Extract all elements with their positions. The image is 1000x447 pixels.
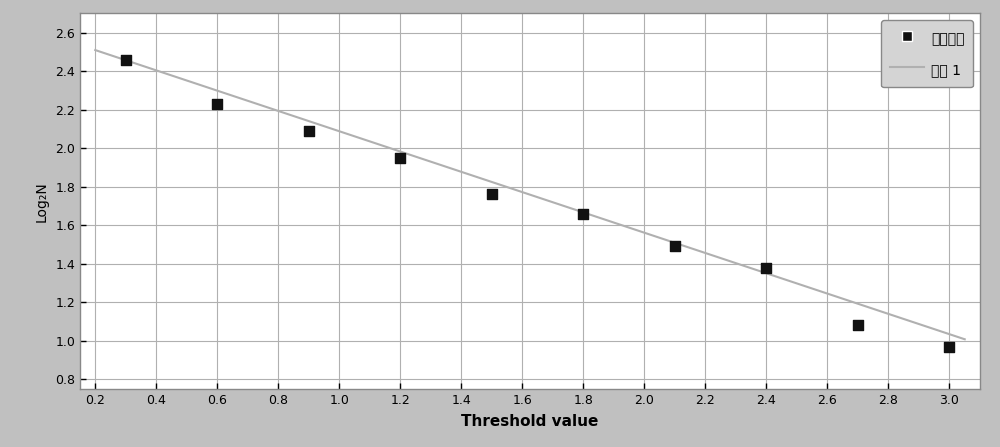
Point: [667, 243, 683, 250]
Point: [575, 210, 591, 217]
X-axis label: Threshold value: Threshold value: [461, 413, 599, 429]
Point: [850, 322, 866, 329]
Point: [209, 100, 225, 107]
Point: [392, 154, 408, 161]
Legend: 原始数据, 曲线 1: 原始数据, 曲线 1: [881, 21, 973, 88]
Point: [941, 343, 957, 350]
Point: [758, 264, 774, 271]
Point: [301, 127, 317, 135]
Point: [484, 191, 500, 198]
Point: [118, 56, 134, 63]
Y-axis label: Log₂N: Log₂N: [34, 181, 48, 222]
